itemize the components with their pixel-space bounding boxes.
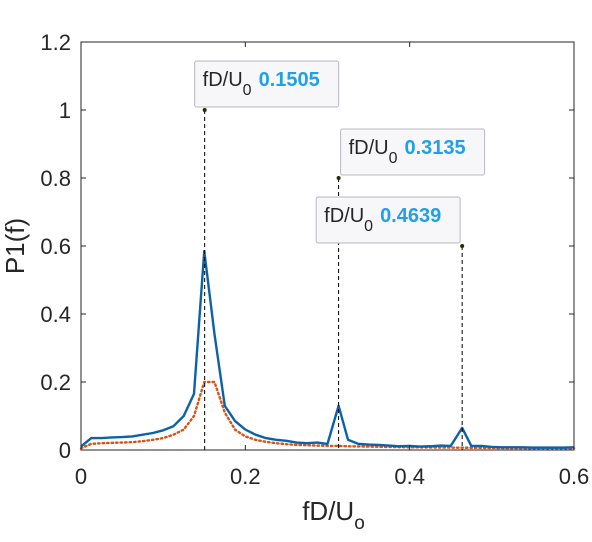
datatip-label: fD/U xyxy=(324,205,364,227)
datatip-value: 0.1505 xyxy=(259,69,320,91)
x-axis-title-main: fD/U xyxy=(302,496,354,526)
datatip-value: 0.3135 xyxy=(404,137,465,159)
y-tick-label: 1.2 xyxy=(40,30,71,55)
datatip-label-sub: 0 xyxy=(364,218,373,235)
plot-data xyxy=(79,249,576,450)
series-line-2 xyxy=(79,380,576,450)
datatip-text: fD/U0 0.1505 xyxy=(203,69,320,99)
x-tick-label: 0.4 xyxy=(394,464,425,489)
y-tick-label: 0 xyxy=(59,438,71,463)
datatip-label-sub: 0 xyxy=(389,150,398,167)
datatip-box xyxy=(194,60,340,108)
datatip-text: fD/U0 0.4639 xyxy=(324,205,441,235)
x-tick-label: 0 xyxy=(75,464,87,489)
y-tick-label: 1 xyxy=(59,98,71,123)
datatip-3: fD/U0 0.4639 xyxy=(315,196,465,450)
y-tick-label: 0.2 xyxy=(40,370,71,395)
y-tick-label: 0.4 xyxy=(40,302,71,327)
datatip-marker xyxy=(460,244,465,248)
x-axis-title-sub: o xyxy=(354,513,365,534)
datatip-label: fD/U xyxy=(203,69,243,91)
datatip-value: 0.4639 xyxy=(380,205,441,227)
series-line-1 xyxy=(80,249,575,449)
datatip-label-sub: 0 xyxy=(243,82,252,99)
x-tick-label: 0.6 xyxy=(559,464,590,489)
datatip-marker xyxy=(336,176,341,180)
datatip-label: fD/U xyxy=(349,137,389,159)
datatip-1: fD/U0 0.1505 xyxy=(194,60,340,450)
x-axis-title: fD/Uo xyxy=(302,496,365,534)
y-tick-label: 0.8 xyxy=(40,166,71,191)
datatip-marker xyxy=(202,108,207,112)
y-tick-label: 0.6 xyxy=(40,234,71,259)
datatip-text: fD/U0 0.3135 xyxy=(349,137,466,167)
y-axis-title: P1(f) xyxy=(0,218,30,274)
datatip-box xyxy=(340,128,486,176)
axis-ticks: 0 0.2 0.4 0.6 0 0.2 0.4 0.6 0.8 1 1.2 xyxy=(40,30,589,489)
x-tick-label: 0.2 xyxy=(230,464,261,489)
datatip-box xyxy=(315,196,461,244)
